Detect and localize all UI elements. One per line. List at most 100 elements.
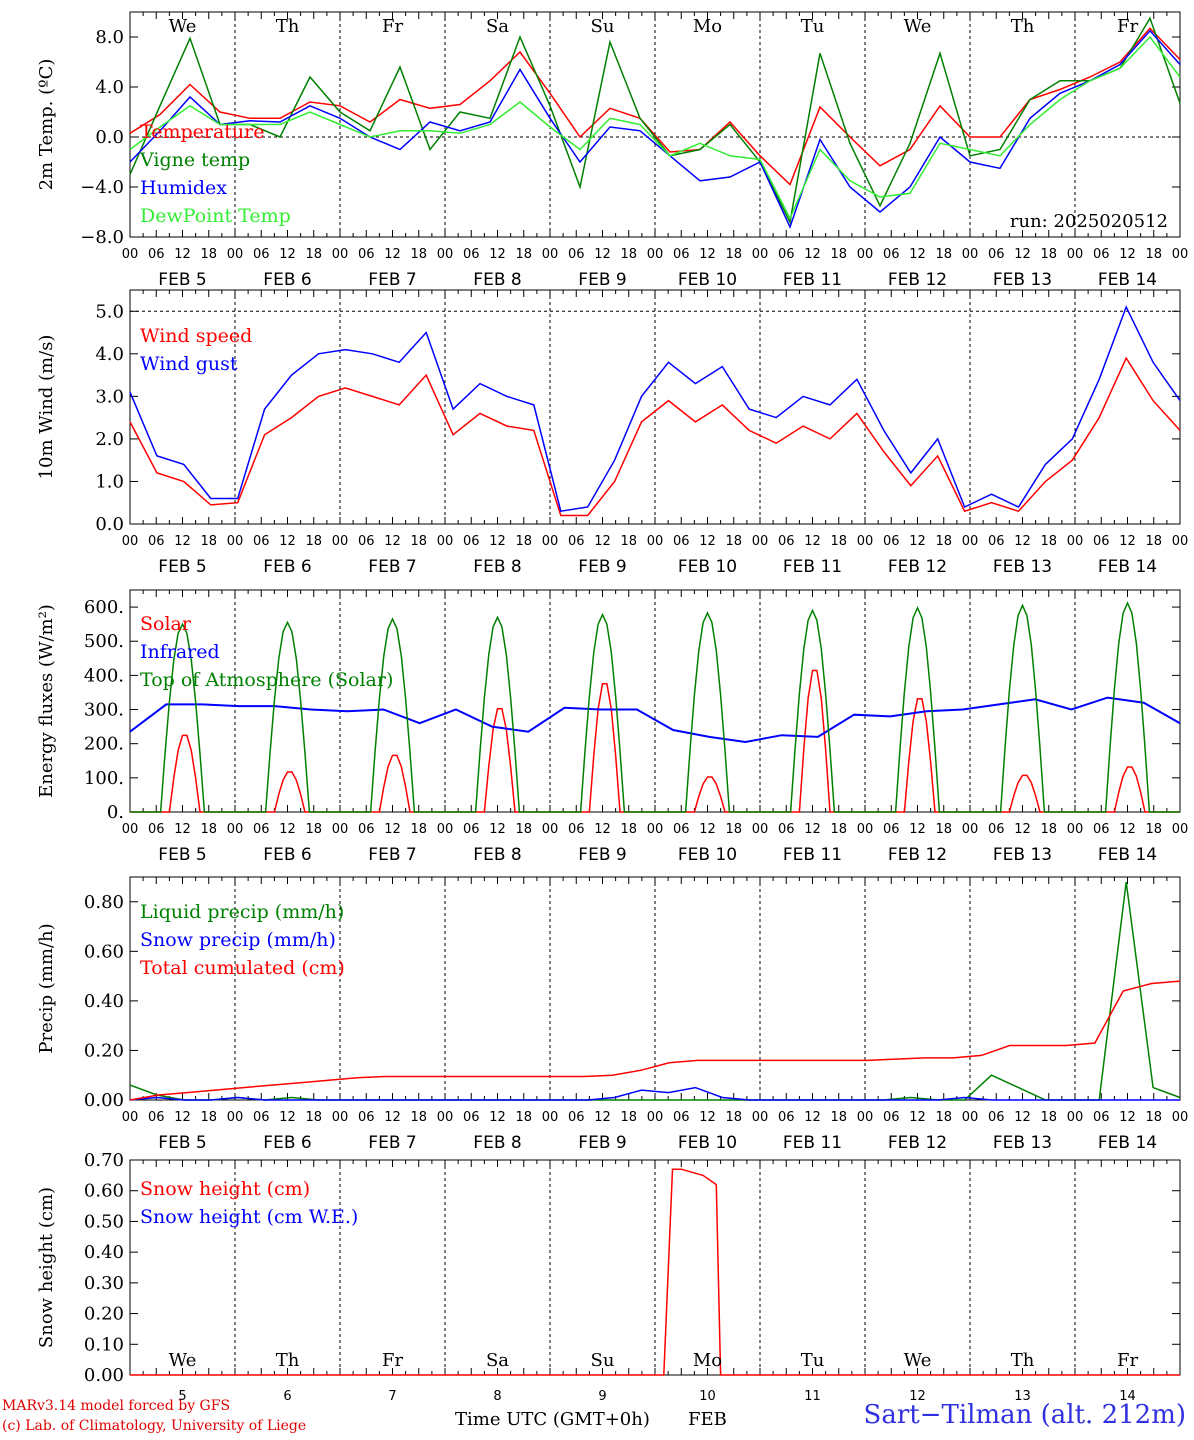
hour-tick-label: 18 [830, 247, 847, 262]
hour-tick-label: 06 [673, 534, 690, 549]
day-label: Th [276, 1350, 300, 1371]
legend-entry: Liquid precip (mm/h) [140, 901, 344, 923]
date-label: FEB 10 [678, 270, 737, 290]
y-tick-label: 200. [84, 734, 124, 755]
date-label: FEB 11 [783, 1133, 842, 1153]
hour-tick-label: 00 [647, 534, 664, 549]
day-label: Th [1011, 1350, 1035, 1371]
plot-frame [129, 11, 1181, 238]
hour-tick-label: 06 [778, 1110, 795, 1125]
legend-entry: Infrared [140, 641, 220, 663]
hour-tick-label: 00 [752, 1110, 769, 1125]
day-label: Mo [693, 16, 722, 37]
legend-entry: Vigne temp [139, 149, 250, 171]
hour-tick-label: 12 [1014, 534, 1031, 549]
hour-tick-label: 12 [1014, 822, 1031, 837]
day-number-label: 10 [699, 1389, 716, 1404]
y-tick-label: 400. [84, 665, 124, 686]
hour-tick-label: 00 [1067, 822, 1084, 837]
hour-tick-label: 12 [384, 1110, 401, 1125]
day-label: Tu [801, 1350, 825, 1371]
hour-tick-label: 12 [804, 822, 821, 837]
hour-tick-label: 00 [752, 247, 769, 262]
day-label: Mo [693, 1350, 722, 1371]
hour-tick-label: 06 [568, 534, 585, 549]
day-number-label: 6 [283, 1389, 291, 1404]
y-axis-label: Energy fluxes (W/m²) [36, 604, 57, 798]
y-tick-label: 4.0 [95, 344, 124, 365]
date-label: FEB 14 [1098, 557, 1157, 577]
hour-tick-label: 00 [332, 247, 349, 262]
hour-tick-label: 00 [1172, 1110, 1189, 1125]
hour-tick-label: 12 [699, 534, 716, 549]
hour-tick-label: 18 [1145, 247, 1162, 262]
hour-tick-label: 06 [988, 247, 1005, 262]
date-label: FEB 11 [783, 845, 842, 865]
hour-tick-label: 00 [332, 534, 349, 549]
legend-entry: Total cumulated (cm) [140, 957, 345, 979]
hour-tick-label: 00 [122, 1110, 139, 1125]
y-tick-label: −4.0 [80, 177, 124, 198]
hour-tick-label: 00 [437, 822, 454, 837]
y-tick-label: 1.0 [95, 471, 124, 492]
hour-tick-label: 18 [410, 247, 427, 262]
date-label: FEB 13 [993, 845, 1052, 865]
hour-tick-label: 18 [935, 1110, 952, 1125]
hour-tick-label: 18 [935, 822, 952, 837]
hour-tick-label: 00 [542, 247, 559, 262]
hour-tick-label: 06 [253, 822, 270, 837]
hour-tick-label: 12 [384, 822, 401, 837]
hour-tick-label: 06 [883, 247, 900, 262]
hour-tick-label: 00 [542, 822, 559, 837]
legend-entry: Temperature [140, 121, 264, 143]
date-label: FEB 14 [1098, 1133, 1157, 1153]
date-label: FEB 6 [263, 845, 311, 865]
day-label: Sa [486, 16, 509, 37]
hour-tick-label: 00 [1172, 822, 1189, 837]
footer-model: MARv3.14 model forced by GFS [2, 1398, 231, 1414]
hour-tick-label: 06 [778, 534, 795, 549]
date-label: FEB 12 [888, 845, 947, 865]
hour-tick-label: 00 [437, 1110, 454, 1125]
y-tick-label: 3.0 [95, 386, 124, 407]
hour-tick-label: 12 [489, 822, 506, 837]
day-label: Su [591, 1350, 615, 1371]
day-number-label: 7 [388, 1389, 396, 1404]
legend-entry: Wind gust [140, 353, 238, 375]
hour-tick-label: 18 [515, 822, 532, 837]
hour-tick-label: 18 [725, 247, 742, 262]
date-label: FEB 12 [888, 557, 947, 577]
hour-tick-label: 00 [227, 822, 244, 837]
hour-tick-label: 00 [542, 1110, 559, 1125]
hour-tick-label: 12 [699, 247, 716, 262]
day-number-label: 12 [909, 1389, 926, 1404]
hour-tick-label: 06 [883, 534, 900, 549]
legend-entry: Snow height (cm W.E.) [140, 1206, 358, 1228]
hour-tick-label: 06 [148, 822, 165, 837]
hour-tick-label: 00 [857, 822, 874, 837]
series-line [130, 601, 1180, 813]
hour-tick-label: 18 [200, 247, 217, 262]
hour-tick-label: 06 [883, 1110, 900, 1125]
hour-tick-label: 06 [988, 822, 1005, 837]
y-tick-label: 0.40 [84, 991, 124, 1012]
hour-tick-label: 12 [1014, 1110, 1031, 1125]
hour-tick-label: 18 [305, 1110, 322, 1125]
y-axis-label: 2m Temp. (ºC) [36, 59, 57, 191]
series-line [129, 305, 1181, 513]
hour-tick-label: 18 [515, 1110, 532, 1125]
hour-tick-label: 06 [148, 534, 165, 549]
x-axis-label: Time UTC (GMT+0h) [455, 1409, 650, 1430]
series-line [129, 980, 1181, 1101]
date-label: FEB 13 [993, 557, 1052, 577]
hour-tick-label: 12 [174, 247, 191, 262]
hour-tick-label: 12 [909, 822, 926, 837]
date-label: FEB 11 [783, 557, 842, 577]
hour-tick-label: 12 [384, 534, 401, 549]
hour-tick-label: 18 [1145, 822, 1162, 837]
hour-tick-label: 00 [227, 534, 244, 549]
day-label: Tu [801, 16, 825, 37]
hour-tick-label: 12 [1119, 534, 1136, 549]
day-number-label: 14 [1119, 1389, 1136, 1404]
hour-tick-label: 18 [1145, 1110, 1162, 1125]
